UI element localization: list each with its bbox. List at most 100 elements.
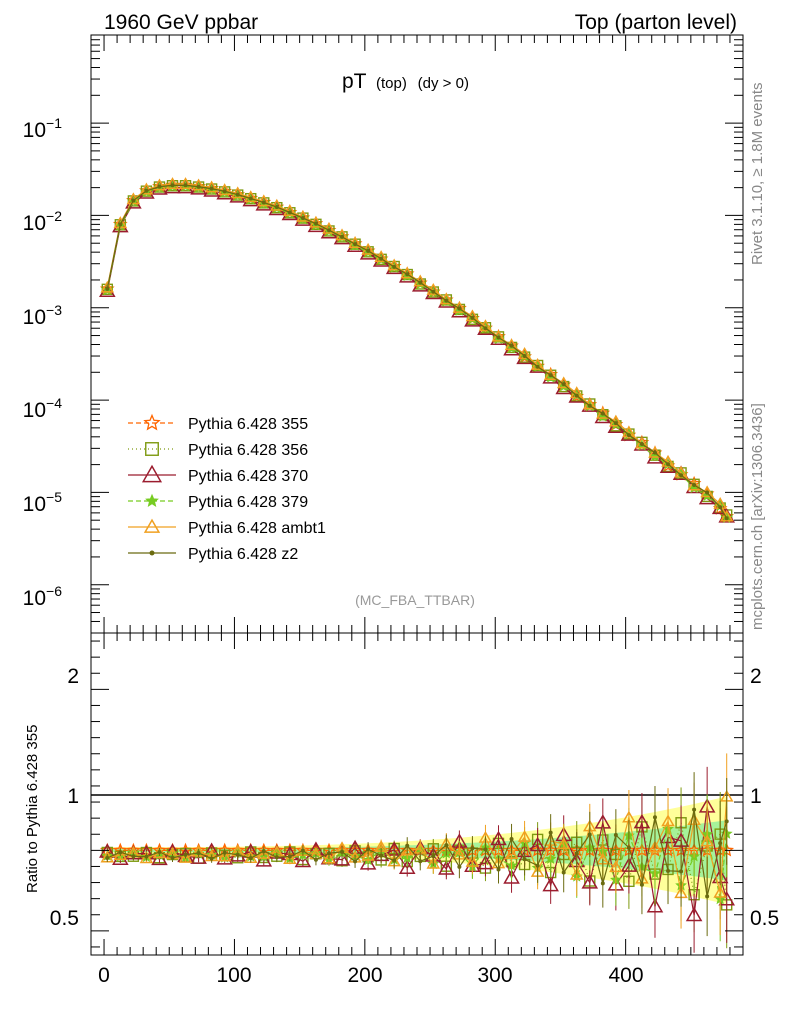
data-marker [457,864,462,869]
y-tick-label: 10−4 [23,395,63,422]
data-marker [648,445,662,458]
data-marker [626,845,631,850]
data-marker [587,832,592,837]
data-marker [692,483,697,488]
data-marker [596,406,610,419]
data-marker [333,851,351,866]
data-marker [600,411,605,416]
data-marker [652,815,657,820]
data-marker [457,306,462,311]
series-line [106,183,728,517]
analysis-watermark: (MC_FBA_TTBAR) [355,592,475,608]
data-marker [283,852,297,865]
data-marker [209,856,214,861]
legend-label: Pythia 6.428 379 [188,494,308,511]
data-marker [426,856,441,869]
data-marker [477,854,494,870]
data-marker [600,881,605,886]
data-marker [235,192,240,197]
data-marker [574,393,579,398]
data-marker [131,198,136,203]
data-marker [444,298,449,303]
data-marker [687,478,701,491]
data-marker [191,178,206,191]
data-marker [639,882,644,887]
data-marker [196,850,201,855]
data-marker [261,849,266,854]
data-marker [639,442,644,447]
data-marker [652,450,657,455]
data-marker [561,382,566,387]
main-y-ticks [91,34,743,634]
data-marker [313,221,318,226]
data-marker [679,473,684,478]
y-tick-label: 10−3 [23,302,63,329]
data-marker [274,204,279,209]
data-marker [190,849,207,864]
data-marker [556,837,571,850]
data-marker [143,518,161,533]
data-marker [287,210,292,215]
header-right: Top (parton level) [575,11,737,34]
data-marker [701,489,713,501]
data-marker [183,852,188,857]
data-marker [483,326,488,331]
data-marker [405,843,410,848]
data-marker [256,847,271,859]
data-marker [535,863,540,868]
data-marker [613,421,618,426]
data-marker [322,851,336,864]
legend-label: Pythia 6.428 355 [188,416,308,433]
data-marker [609,860,623,873]
ratio-y-tick-label-right: 0.5 [750,907,779,930]
data-marker [496,335,501,340]
data-marker [392,858,397,863]
data-marker [535,364,540,369]
data-marker [548,373,553,378]
data-marker [300,216,305,221]
ratio-series-layer [99,753,735,953]
legend-marks [128,413,176,556]
ratio-y-tick-label: 0.5 [50,907,79,930]
data-marker [648,840,662,853]
ratio-y-tick-label-right: 1 [750,785,762,808]
ratio-y-ticks [91,640,743,948]
data-marker [141,464,163,483]
data-marker [496,867,501,872]
data-marker [470,846,475,851]
data-marker [143,413,161,431]
data-marker [359,855,377,870]
data-marker [483,847,488,852]
data-marker [105,286,110,291]
data-marker [465,854,480,867]
y-tick-label: 10−6 [23,583,63,610]
x-tick-label: 100 [216,964,251,987]
data-marker [105,856,110,861]
data-marker [705,894,710,899]
data-marker [543,368,558,380]
data-marker [222,850,227,855]
data-marker [561,870,566,875]
ratio-plot [90,632,744,956]
ratio-y-tick-label: 1 [67,785,79,808]
data-marker [151,850,168,866]
ratio-frame [90,632,744,956]
mcplots-label: mcplots.cern.ch [arXiv:1306.3436] [749,403,766,630]
data-marker [587,403,592,408]
main-plot [90,34,744,634]
data-marker [326,228,331,233]
data-marker [405,272,410,277]
y-tick-label: 10−1 [23,115,63,142]
data-marker [287,854,292,859]
data-marker [418,859,423,864]
data-marker [705,490,710,495]
data-marker [490,830,507,846]
data-marker [112,850,129,866]
data-marker [692,807,697,812]
main-frame [90,34,744,634]
data-marker [235,852,240,857]
data-marker [294,852,312,868]
data-marker [144,854,149,859]
x-tick-label: 0 [98,964,110,987]
data-marker [685,906,703,922]
